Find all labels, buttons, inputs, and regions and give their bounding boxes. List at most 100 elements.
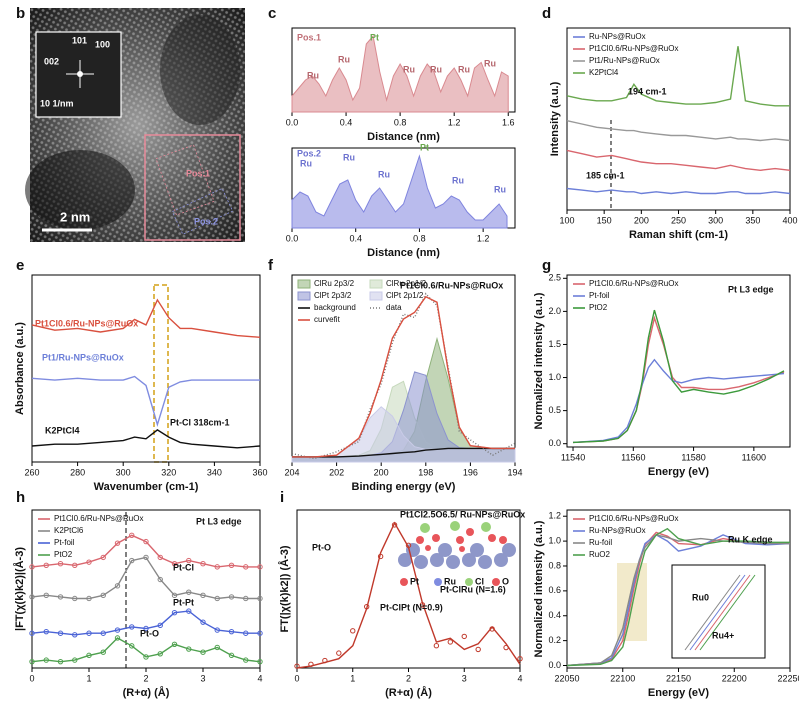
annotation: Ru [300,158,312,168]
legend-label: Pt1Cl0.6/Ru-NPs@RuOx [54,514,143,523]
series-line [292,447,515,458]
plot-frame [566,274,791,448]
data-point [86,630,92,636]
x-tick-label: 194 [507,467,522,477]
x-tick-label: 204 [284,467,299,477]
series-line [31,429,261,449]
series-line [31,375,260,428]
annotation: Pt1Cl0.6/Ru-NPs@RuOx [400,280,503,290]
hrtem-image [25,8,245,242]
annotation: Pos.1 [186,168,210,178]
x-tick-label: 0.4 [340,117,353,127]
series-line [292,295,515,458]
x-tick-label: 340 [207,467,222,477]
annotation: Pt L3 edge [728,284,774,294]
legend-label: ClPt 2p3/2 [314,291,352,300]
y-axis-label: |FT(χ(k)k2)|(Å-3) [13,547,26,631]
x-tick-label: 150 [597,215,612,225]
legend-label: Pt1Cl0.6/Ru-NPs@RuOx [589,514,678,523]
data-point [322,657,328,664]
legend-swatch [297,291,311,301]
x-tick-label: 22200 [722,673,747,683]
y-tick-label: 0.8 [548,560,561,570]
annotation: 101 [72,35,87,45]
data-point [57,658,64,665]
x-tick-label: 200 [374,467,389,477]
x-tick-label: 4 [257,673,262,683]
annotation: O [502,576,509,586]
data-point [57,561,64,567]
x-axis-label: Wavenumber (cm-1) [94,481,199,493]
x-axis-label: Energy (eV) [648,687,709,699]
annotation: Pt1Cl2.5O6.5/ Ru-NPs@RuOx [400,509,525,519]
legend-swatch [369,291,383,301]
x-tick-label: 2 [406,673,411,683]
highlight-box-i [617,563,766,659]
x-tick-label: 22100 [610,673,635,683]
data-point [143,538,149,545]
annotation: Pt-ClPt (N=0.9) [380,602,443,612]
series-line [31,298,261,338]
x-tick-label: 250 [671,215,686,225]
data-point [308,661,314,667]
legend-label: PtO2 [589,303,608,312]
annotation: Ru [338,54,350,64]
data-point [114,627,121,633]
data-point [214,627,220,633]
data-point [391,522,398,528]
x-tick-label: 11580 [681,452,705,462]
data-point [200,619,206,625]
data-point [72,657,78,663]
legend-label: background [314,303,356,312]
series-line [566,120,791,142]
annotation: Pt-ClRu (N=1.6) [440,584,506,594]
annotation: Ru4+ [712,630,734,640]
data-point [419,602,426,608]
data-point [129,557,135,564]
panel-letter: f [268,257,274,274]
data-point [29,630,35,636]
x-tick-label: 320 [161,467,176,477]
data-point [257,630,263,636]
data-point [475,646,481,653]
data-point [143,625,149,632]
legend-swatch [297,279,311,289]
annotation: Cl [475,576,484,586]
annotation: Pt-Cl 318cm-1 [170,417,230,427]
x-tick-label: 3 [200,673,205,683]
legend-label: K2PtCl6 [54,526,84,535]
y-tick-label: 0.6 [548,585,561,595]
panel-letter: b [16,5,25,22]
x-tick-label: 360 [252,467,267,477]
data-point [100,649,106,655]
data-point [86,559,92,565]
annotation: 185 cm-1 [586,170,625,180]
data-point [129,624,135,630]
y-tick-label: 1.5 [548,339,561,349]
legend-label: Pt1Cl0.6/Ru-NPs@RuOx [589,279,678,288]
annotation: Pt-Pt [173,597,194,607]
data-point [228,562,235,568]
series-line [31,556,260,600]
annotation: 194 cm-1 [628,86,667,96]
panel-letter: e [16,257,24,274]
x-tick-label: 1.6 [502,117,515,127]
y-axis-label: Intensity (a.u.) [549,81,561,156]
series-area [291,34,509,113]
annotation: Pt-O [140,628,159,638]
panel-letter: g [542,257,551,274]
x-tick-label: 100 [559,215,574,225]
annotation: Ru [307,70,319,80]
data-point [405,542,412,549]
data-point [228,594,235,600]
annotation: Ru [494,184,506,194]
legend-label: RuO2 [589,550,610,559]
data-point [228,628,235,635]
x-axis-label: (R+α) (Å) [385,686,432,699]
series-line [566,149,791,172]
x-tick-label: 11540 [561,452,585,462]
y-tick-label: 1.2 [548,511,561,521]
annotation: Ru K edge [728,534,773,544]
